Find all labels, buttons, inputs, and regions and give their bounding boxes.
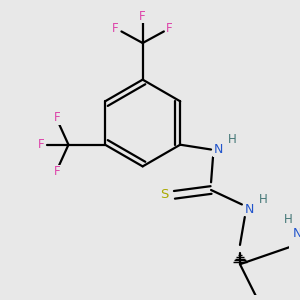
- Text: H: H: [259, 193, 268, 206]
- Text: H: H: [284, 213, 292, 226]
- Text: N: N: [245, 203, 254, 216]
- Text: F: F: [112, 22, 119, 35]
- Text: H: H: [228, 134, 237, 146]
- Text: F: F: [166, 22, 173, 35]
- Text: F: F: [54, 111, 60, 124]
- Text: N: N: [214, 143, 224, 156]
- Text: F: F: [38, 138, 45, 151]
- Text: S: S: [160, 188, 169, 201]
- Text: F: F: [54, 165, 60, 178]
- Text: N: N: [293, 227, 300, 240]
- Text: F: F: [139, 10, 146, 22]
